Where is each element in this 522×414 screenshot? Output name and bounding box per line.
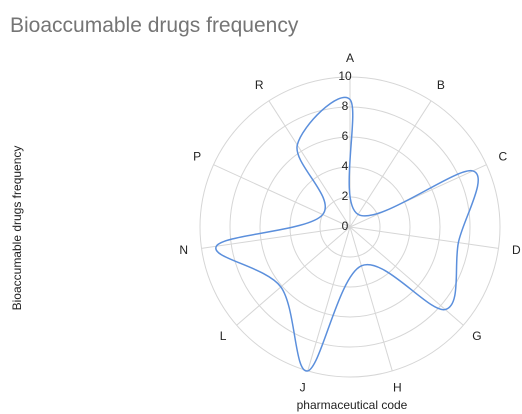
category-label: D (512, 243, 521, 257)
chart-title: Bioaccumable drugs frequency (10, 14, 299, 37)
spoke (349, 226, 499, 249)
spoke (213, 164, 351, 228)
spoke (349, 100, 432, 228)
category-label: C (498, 149, 507, 163)
spoke (236, 226, 351, 326)
category-label: J (300, 380, 306, 394)
category-label: H (393, 380, 402, 394)
tick-label: 10 (338, 69, 352, 83)
tick-label: 0 (342, 219, 349, 233)
spoke (349, 226, 393, 372)
spoke (268, 100, 351, 228)
spoke (349, 226, 464, 326)
category-label: L (220, 329, 227, 343)
tick-label: 4 (342, 159, 349, 173)
category-label: N (179, 243, 188, 257)
category-label: A (346, 51, 354, 65)
tick-label: 2 (342, 189, 349, 203)
spoke (307, 226, 351, 372)
tick-label: 8 (342, 99, 349, 113)
category-label: B (437, 78, 445, 92)
spoke (349, 164, 487, 228)
tick-label: 6 (342, 129, 349, 143)
category-label: P (193, 149, 201, 163)
spoke (201, 226, 351, 249)
series-line (215, 96, 479, 372)
category-label: R (255, 78, 264, 92)
y-axis-label: Bioaccumable drugs frequency (10, 146, 24, 311)
category-label: G (472, 329, 481, 343)
x-axis-label: pharmaceutical code (297, 398, 408, 412)
